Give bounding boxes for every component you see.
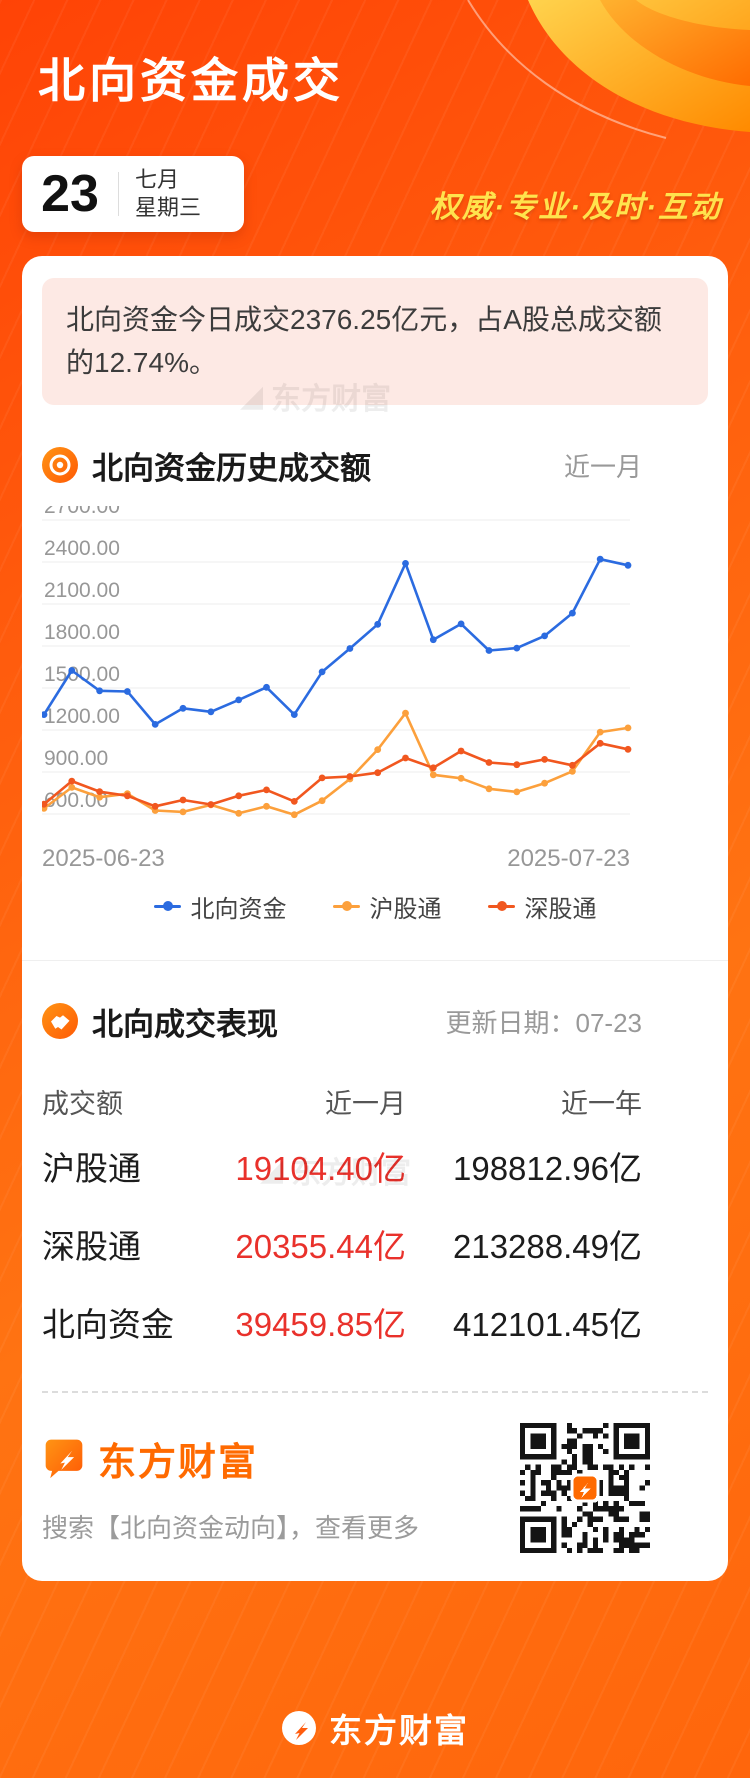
legend-label: 沪股通 bbox=[369, 895, 442, 923]
bottom-brand-label: 东方财富 bbox=[329, 1712, 469, 1749]
svg-text:2700.00: 2700.00 bbox=[44, 506, 120, 518]
bottom-brand: 东方财富 bbox=[0, 1704, 750, 1752]
legend-label: 深股通 bbox=[524, 895, 597, 923]
chart-legend: 北向资金 沪股通 深股通 bbox=[42, 889, 708, 924]
qr-code bbox=[520, 1422, 650, 1553]
date-day: 23 bbox=[41, 165, 99, 223]
page-title: 北向资金成交 bbox=[38, 54, 344, 107]
footer-brand-label: 东方财富 bbox=[98, 1441, 259, 1484]
legend-marker-icon bbox=[487, 901, 515, 912]
chart-section-title: 北向资金历史成交额 bbox=[92, 450, 371, 486]
svg-text:2025-07-23: 2025-07-23 bbox=[507, 845, 630, 872]
legend-item: 沪股通 bbox=[332, 889, 442, 924]
brand-slogan: 权威·专业·及时·互动 bbox=[430, 191, 722, 224]
table-row: 沪股通 19104.40亿 198812.96亿 bbox=[42, 1127, 642, 1205]
legend-item: 北向资金 bbox=[153, 889, 287, 924]
svg-text:2400.00: 2400.00 bbox=[44, 537, 120, 560]
legend-item: 深股通 bbox=[487, 889, 597, 924]
card-footer: 东方财富 搜索【北向资金动向】，查看更多 bbox=[42, 1422, 650, 1553]
row-year-value: 412101.45亿 bbox=[453, 1305, 642, 1343]
update-date-label: 更新日期：07-23 bbox=[445, 1007, 643, 1038]
table-header-row: 成交额 近一月 近一年 bbox=[42, 1070, 642, 1127]
dashed-divider bbox=[42, 1390, 708, 1393]
date-divider bbox=[118, 172, 119, 216]
svg-text:1800.00: 1800.00 bbox=[44, 621, 120, 644]
legend-marker-icon bbox=[153, 901, 181, 912]
date-month: 七月 bbox=[135, 166, 180, 192]
svg-text:1200.00: 1200.00 bbox=[44, 705, 120, 728]
section-divider bbox=[22, 959, 728, 961]
table-section-title: 北向成交表现 bbox=[92, 1006, 278, 1042]
search-hint: 搜索【北向资金动向】，查看更多 bbox=[42, 1512, 420, 1543]
svg-text:2025-06-23: 2025-06-23 bbox=[42, 845, 165, 872]
handshake-icon bbox=[42, 1003, 78, 1040]
main-card: ◢ 东方财富 ◢ 东方财富 北向资金今日成交2376.25亿元，占A股总成交额的… bbox=[22, 256, 728, 1581]
table-section-header: 北向成交表现 更新日期：07-23 bbox=[42, 999, 642, 1044]
eastmoney-bolt-icon bbox=[282, 1711, 316, 1745]
volume-chart: 2700.00 2400.00 2100.00 1800.00 1500.00 1200.… bbox=[40, 495, 632, 872]
chart-section-header: 北向资金历史成交额 近一月 bbox=[42, 443, 642, 488]
row-name: 北向资金 bbox=[42, 1305, 174, 1343]
target-icon bbox=[42, 447, 78, 484]
table-row: 北向资金 39459.85亿 412101.45亿 bbox=[42, 1283, 642, 1361]
row-month-value: 20355.44亿 bbox=[235, 1227, 406, 1265]
date-weekday: 星期三 bbox=[135, 195, 202, 220]
row-month-value: 39459.85亿 bbox=[235, 1305, 406, 1343]
legend-marker-icon bbox=[332, 901, 360, 912]
legend-label: 北向资金 bbox=[190, 895, 287, 923]
row-year-value: 213288.49亿 bbox=[453, 1227, 642, 1265]
table-row: 深股通 20355.44亿 213288.49亿 bbox=[42, 1205, 642, 1283]
row-name: 深股通 bbox=[42, 1227, 141, 1265]
volume-table: 成交额 近一月 近一年 沪股通 19104.40亿 198812.96亿 深股通… bbox=[42, 1070, 642, 1361]
col-header-amount: 成交额 bbox=[42, 1088, 123, 1119]
chart-range-label: 近一月 bbox=[563, 451, 642, 482]
svg-text:1500.00: 1500.00 bbox=[44, 663, 120, 686]
col-header-month: 近一月 bbox=[325, 1088, 406, 1119]
row-name: 沪股通 bbox=[42, 1149, 141, 1187]
col-header-year: 近一年 bbox=[561, 1088, 642, 1119]
row-month-value: 19104.40亿 bbox=[235, 1149, 406, 1187]
svg-text:900.00: 900.00 bbox=[44, 747, 108, 770]
eastmoney-logo-icon bbox=[45, 1439, 83, 1479]
row-year-value: 198812.96亿 bbox=[453, 1149, 642, 1187]
date-card: 23 七月 星期三 bbox=[22, 156, 244, 232]
daily-summary-notice: 北向资金今日成交2376.25亿元，占A股总成交额的12.74%。 bbox=[42, 278, 708, 405]
header-decoration-swoosh bbox=[467, 0, 750, 139]
svg-text:2100.00: 2100.00 bbox=[44, 579, 120, 602]
